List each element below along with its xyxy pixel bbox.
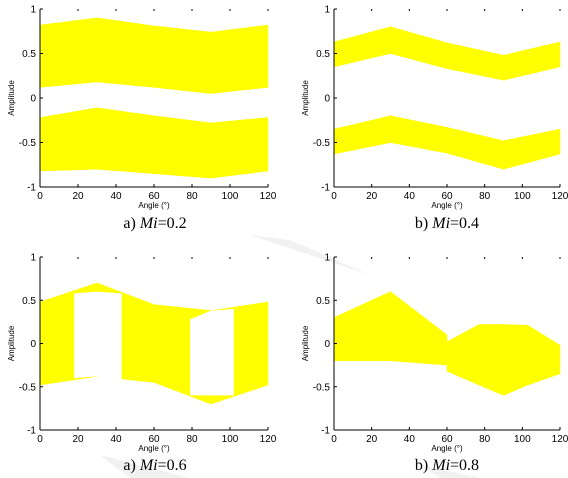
y-tick-label: -0.5: [313, 382, 331, 393]
x-tick-label: 120: [260, 191, 277, 202]
y-tick-label: 0: [30, 94, 36, 105]
envelope-band: [333, 26, 561, 81]
x-tick-label: 0: [331, 191, 337, 202]
x-axis-label: Angle (°): [431, 444, 463, 453]
x-axis-label: Angle (°): [431, 201, 463, 210]
x-axis-label: Angle (°): [138, 201, 170, 210]
x-tick-label: 120: [552, 191, 568, 202]
envelope-band: [39, 17, 269, 94]
x-tick-label: 40: [404, 191, 416, 202]
envelope-gap: [190, 308, 234, 396]
y-tick-label: -1: [27, 426, 36, 437]
y-tick-label: -1: [321, 426, 330, 437]
x-tick-label: 20: [72, 191, 84, 202]
envelope-band: [39, 107, 269, 179]
y-tick-label: 0.5: [22, 296, 36, 307]
panel-caption: a) Mi=0.6: [123, 457, 186, 474]
x-tick-label: 0: [37, 191, 43, 202]
x-tick-label: 60: [441, 191, 453, 202]
envelope-band: [333, 115, 561, 170]
x-tick-label: 60: [148, 191, 160, 202]
watermark-chevron: [420, 465, 480, 478]
chart-panel-3: 0 20 40 60 80 100 120 -1 -0.5 0 0.5 1 Angle (°) Ampli…: [7, 253, 277, 475]
x-tick-label: 120: [552, 434, 568, 445]
x-tick-label: 20: [366, 434, 378, 445]
y-tick-label: 1: [324, 253, 330, 264]
x-tick-label: 100: [222, 191, 239, 202]
y-tick-label: 0.5: [22, 49, 36, 60]
x-tick-label: 120: [260, 434, 277, 445]
y-tick-label: -0.5: [19, 138, 37, 149]
y-tick-label: 0.5: [316, 296, 330, 307]
x-tick-label: 0: [37, 434, 43, 445]
x-tick-label: 60: [148, 434, 160, 445]
envelope-band: [446, 324, 561, 396]
x-tick-label: 80: [186, 434, 198, 445]
x-tick-label: 20: [366, 191, 378, 202]
y-axis-label: Amplitude: [7, 80, 16, 116]
watermark-chevron: [100, 455, 190, 478]
y-tick-label: -1: [27, 183, 36, 194]
x-tick-label: 80: [186, 191, 198, 202]
chart-panel-2: 0 20 40 60 80 100 120 -1 -0.5 0 0.5 1 Angle (°) Ampli…: [301, 5, 568, 233]
x-axis-label: Angle (°): [138, 444, 170, 453]
x-tick-label: 60: [441, 434, 453, 445]
x-tick-label: 100: [514, 434, 531, 445]
x-tick-label: 40: [110, 434, 122, 445]
x-tick-label: 0: [331, 434, 337, 445]
x-tick-label: 40: [404, 434, 416, 445]
chart-panel-4: 0 20 40 60 80 100 120 -1 -0.5 0 0.5 1 Angle (°) Ampli…: [301, 253, 568, 475]
x-tick-label: 100: [514, 191, 531, 202]
y-tick-label: -1: [321, 183, 330, 194]
panel-caption: b) Mi=0.8: [415, 457, 479, 474]
y-tick-label: 0: [30, 339, 36, 350]
y-axis-label: Amplitude: [301, 80, 310, 116]
y-tick-label: -0.5: [19, 382, 37, 393]
watermark-chevron: [250, 235, 370, 275]
y-tick-label: 0: [324, 339, 330, 350]
envelope-band: [333, 291, 448, 366]
chart-panel-1: 0 20 40 60 80 100 120 -1 -0.5 0 0.5 1 Angle (°) Ampli…: [7, 5, 277, 233]
y-tick-label: 1: [30, 5, 36, 16]
x-tick-label: 100: [222, 434, 239, 445]
panel-caption: a) Mi=0.2: [123, 215, 186, 232]
x-tick-label: 40: [110, 191, 122, 202]
panel-caption: b) Mi=0.4: [415, 215, 479, 232]
y-tick-label: -0.5: [313, 138, 331, 149]
y-tick-label: 0: [324, 94, 330, 105]
y-axis-label: Amplitude: [7, 325, 16, 361]
x-tick-label: 80: [479, 191, 491, 202]
y-axis-label: Amplitude: [301, 325, 310, 361]
x-tick-label: 20: [72, 434, 84, 445]
y-tick-label: 1: [30, 253, 36, 264]
watermark: [100, 235, 480, 478]
x-tick-label: 80: [479, 434, 491, 445]
y-tick-label: 0.5: [316, 49, 330, 60]
envelope-gap: [74, 291, 122, 383]
y-tick-label: 1: [324, 5, 330, 16]
